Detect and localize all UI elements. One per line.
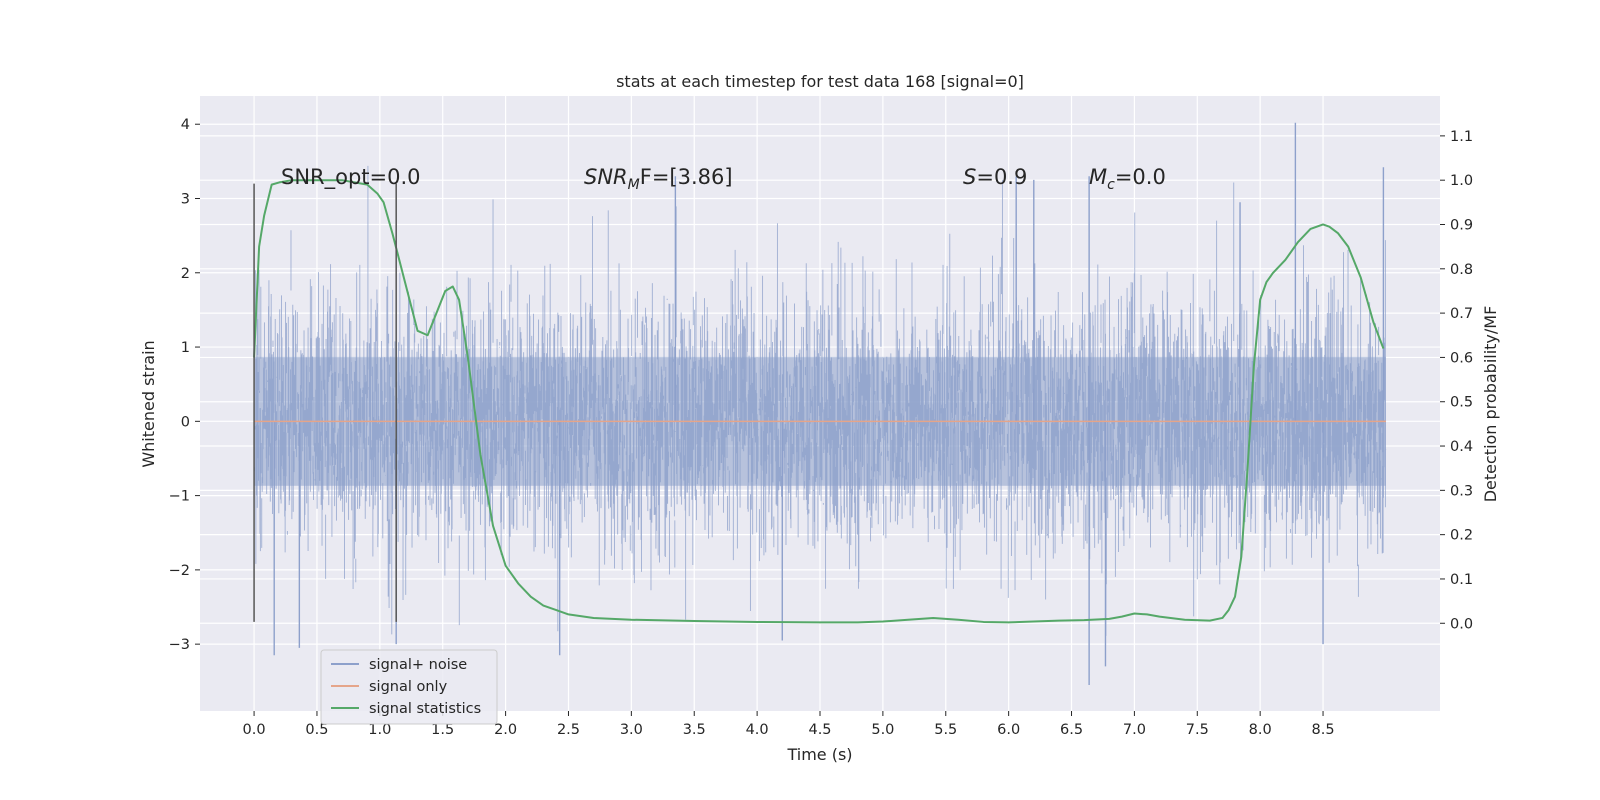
y2-tick-label: 0.6 — [1450, 350, 1473, 366]
y2-tick-label: 0.8 — [1450, 262, 1473, 278]
chart-title: stats at each timestep for test data 168… — [616, 72, 1024, 91]
y2-tick-label: 0.5 — [1450, 395, 1473, 411]
snr-mf-prefix: SNR — [584, 165, 628, 189]
x-tick-label: 0.5 — [305, 722, 328, 738]
annotation-snr-mf: SNRMF=[3.86] — [584, 165, 733, 193]
y2-tick-label: 0.0 — [1450, 616, 1473, 632]
legend-label-signal-only: signal only — [369, 679, 448, 695]
snr-mf-suffix: F=[3.86] — [640, 165, 733, 189]
vertical-markers — [253, 183, 397, 622]
x-tick-label: 3.0 — [620, 722, 643, 738]
y-tick-label: 0 — [181, 414, 190, 430]
x-tick-label: 5.0 — [871, 722, 894, 738]
y2-tick-label: 0.1 — [1450, 572, 1473, 588]
y-tick-label: −2 — [169, 563, 190, 579]
s-value: =0.9 — [976, 165, 1027, 189]
x-axis: 0.0 0.5 1.0 1.5 2.0 2.5 3.0 3.5 4.0 4.5 5.0 5.5 6.0 6… — [243, 711, 1335, 738]
legend-box — [320, 649, 498, 725]
snr-mf-subscript: M — [628, 177, 640, 193]
x-tick-label: 8.5 — [1312, 722, 1335, 738]
annotation-s: S=0.9 — [963, 165, 1027, 189]
y2-tick-label: 0.2 — [1450, 528, 1473, 544]
x-tick-label: 7.5 — [1186, 722, 1209, 738]
annotation-mc: Mc=0.0 — [1089, 165, 1166, 193]
x-tick-label: 6.5 — [1060, 722, 1083, 738]
y-tick-label: −1 — [169, 489, 190, 505]
legend-label-signal-noise: signal+ noise — [369, 657, 467, 673]
x-tick-label: 2.0 — [494, 722, 517, 738]
mc-subscript: c — [1107, 177, 1115, 193]
y2-tick-label: 0.9 — [1450, 217, 1473, 233]
y-axis-right: 1.1 1.0 0.9 0.8 0.7 0.6 0.5 0.4 0.3 0.2 0.1 0.0 — [1440, 129, 1473, 632]
x-tick-label: 1.5 — [431, 722, 454, 738]
annotation-snr-opt: SNR_opt=0.0 — [281, 165, 421, 190]
y-axis-left: 4 3 2 1 0 −1 −2 −3 — [169, 117, 200, 653]
x-tick-label: 3.5 — [683, 722, 706, 738]
x-tick-label: 0.0 — [243, 722, 266, 738]
x-tick-label: 4.5 — [808, 722, 831, 738]
y2-tick-label: 0.7 — [1450, 306, 1473, 322]
y-tick-label: 1 — [181, 340, 190, 356]
y2-tick-label: 1.1 — [1450, 129, 1473, 145]
mc-value: =0.0 — [1115, 165, 1166, 189]
y-tick-label: 4 — [181, 117, 190, 133]
y2-tick-label: 0.4 — [1450, 439, 1473, 455]
x-tick-label: 2.5 — [557, 722, 580, 738]
x-tick-label: 5.5 — [934, 722, 957, 738]
x-tick-label: 1.0 — [368, 722, 391, 738]
y2-tick-label: 0.3 — [1450, 483, 1473, 499]
s-symbol: S — [963, 165, 976, 189]
mc-symbol: M — [1089, 165, 1107, 189]
y-tick-label: 2 — [181, 266, 190, 282]
legend: signal+ noise signal only signal statist… — [320, 649, 498, 725]
y2-axis-label: Detection probability/MF — [1481, 306, 1500, 503]
y-axis-label: Whitened strain — [139, 340, 158, 467]
x-tick-label: 4.0 — [746, 722, 769, 738]
x-tick-label: 8.0 — [1249, 722, 1272, 738]
legend-label-signal-statistics: signal statistics — [369, 701, 481, 717]
y2-tick-label: 1.0 — [1450, 173, 1473, 189]
series-layer — [253, 122, 1387, 686]
y-tick-label: 3 — [181, 192, 190, 208]
y-tick-label: −3 — [169, 637, 190, 653]
x-tick-label: 7.0 — [1123, 722, 1146, 738]
x-axis-label: Time (s) — [786, 745, 852, 764]
annotations: SNR_opt=0.0 SNRMF=[3.86] S=0.9 Mc=0.0 — [281, 165, 1166, 193]
x-tick-label: 6.0 — [997, 722, 1020, 738]
